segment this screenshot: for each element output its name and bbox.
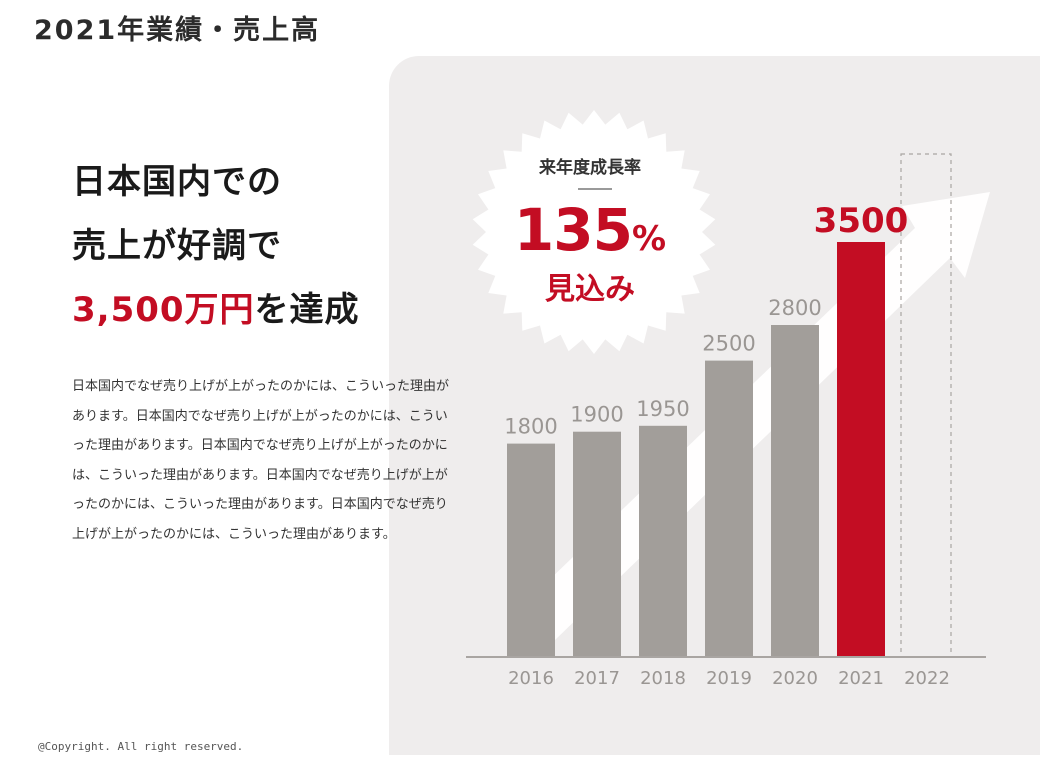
x-tick-2016: 2016 [508,668,554,689]
x-tick-2018: 2018 [640,668,686,689]
headline: 日本国内での 売上が好調で 3,500万円を達成 [72,150,360,342]
x-tick-2021: 2021 [838,668,884,689]
bar-2020 [771,325,819,657]
bar-2019 [705,360,753,657]
body-text: 日本国内でなぜ売り上げが上がったのかには、こういった理由があります。日本国内でな… [72,379,450,542]
bar-2018 [639,425,687,657]
growth-badge-sub: 見込み [545,272,635,307]
x-tick-2022: 2022 [904,668,950,689]
data-label-2019: 2500 [702,332,755,356]
headline-line-1: 日本国内での [72,162,282,202]
data-label-2018: 1950 [636,397,689,421]
page-title: 2021年業績・売上高 [34,15,321,46]
bars-group [507,153,952,658]
bar-2021 [837,242,885,657]
data-label-2017: 1900 [570,403,623,427]
growth-rate-unit: % [632,219,667,259]
data-label-2021: 3500 [814,201,909,241]
copyright: @Copyright. All right reserved. [38,740,244,753]
growth-badge-shape [472,110,716,354]
growth-badge-label: 来年度成長率 [539,158,641,178]
growth-badge-burst [472,110,716,354]
labels-group: 1800 2016 1900 2017 1950 2018 2500 2019 2800 2020… [504,201,950,689]
headline-line-2: 売上が好調で [72,226,282,266]
headline-amount: 3,500万円 [72,290,255,330]
headline-line-3: 3,500万円を達成 [72,278,360,342]
data-label-2020: 2800 [768,296,821,320]
x-tick-2017: 2017 [574,668,620,689]
headline-suffix: を達成 [254,290,360,330]
x-tick-2020: 2020 [772,668,818,689]
x-tick-2019: 2019 [706,668,752,689]
growth-rate-number: 135 [513,196,633,264]
data-label-2016: 1800 [504,415,557,439]
bar-2017 [573,431,621,657]
growth-badge-divider [578,188,612,190]
bar-2016 [507,443,555,657]
growth-badge-value: 135% [500,196,680,264]
